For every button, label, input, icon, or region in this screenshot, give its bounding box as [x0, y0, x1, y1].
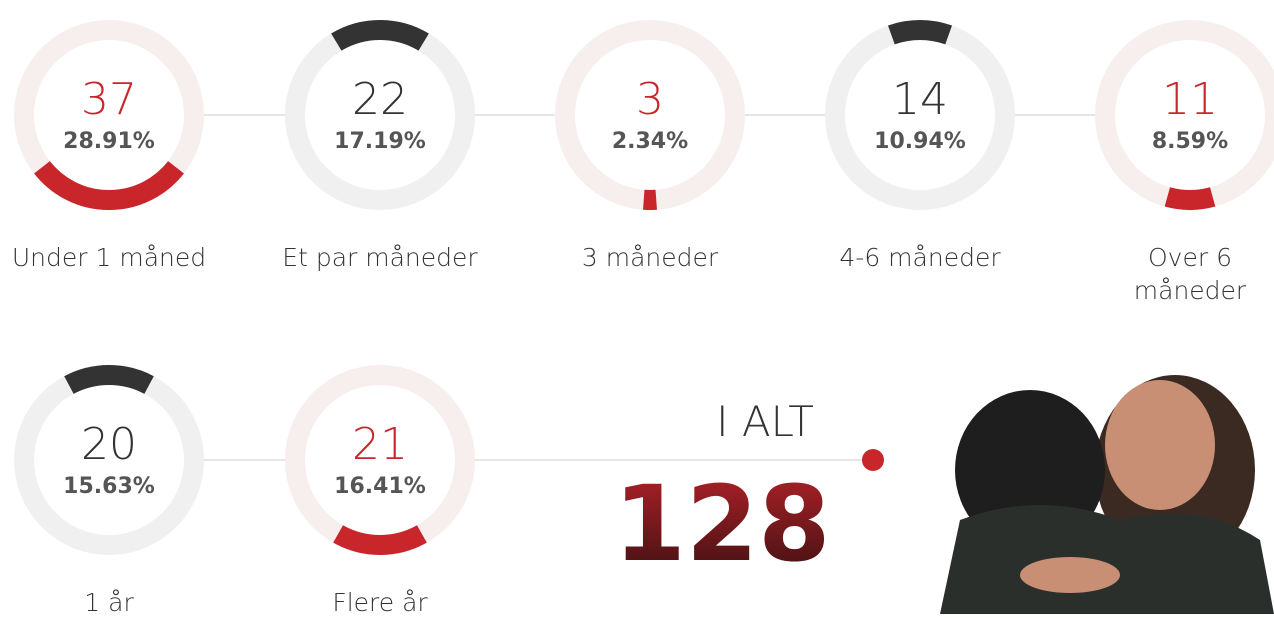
count: 14	[892, 74, 948, 125]
category-label: Over 6 måneder	[1115, 241, 1265, 307]
percent: 10.94%	[874, 129, 966, 154]
category-label: 1 år	[0, 586, 219, 619]
gauge-arc	[891, 30, 948, 35]
photo	[940, 375, 1274, 614]
gauge-arc	[338, 534, 422, 545]
category-label: Flere år	[270, 586, 490, 619]
gauge-arc	[69, 375, 149, 385]
count: 3	[636, 74, 664, 125]
category-label: 4-6 måneder	[810, 241, 1030, 274]
total: 128	[613, 463, 830, 585]
gauge-arc	[1167, 197, 1212, 200]
count: 22	[352, 74, 408, 125]
total-label: I ALT	[716, 397, 814, 446]
percent: 2.34%	[612, 129, 688, 154]
percent: 8.59%	[1152, 129, 1228, 154]
percent: 16.41%	[334, 474, 426, 499]
dot	[862, 449, 884, 471]
count: 20	[81, 419, 137, 470]
count: 11	[1162, 74, 1218, 125]
percent: 15.63%	[63, 474, 155, 499]
percent: 28.91%	[63, 129, 155, 154]
count: 21	[352, 419, 408, 470]
category-label: 3 måneder	[540, 241, 760, 274]
category-label: Et par måneder	[270, 241, 490, 274]
category-label: Under 1 måned	[0, 241, 219, 274]
percent: 17.19%	[334, 129, 426, 154]
count: 37	[81, 74, 137, 125]
